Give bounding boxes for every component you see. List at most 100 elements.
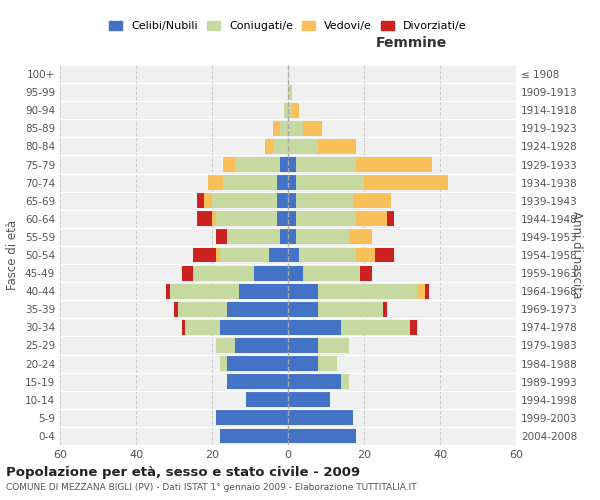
Bar [288, 139, 319, 154]
Bar [349, 230, 371, 244]
Bar [280, 230, 288, 244]
Bar [319, 356, 337, 371]
Bar [319, 139, 356, 154]
Bar [292, 103, 299, 118]
Bar [216, 230, 227, 244]
Bar [288, 194, 296, 208]
Bar [288, 103, 292, 118]
Bar [216, 338, 235, 353]
Bar [227, 230, 280, 244]
Bar [239, 284, 288, 298]
Bar [170, 284, 239, 298]
Bar [227, 374, 288, 389]
Bar [280, 121, 288, 136]
Bar [356, 157, 433, 172]
Y-axis label: Anni di nascita: Anni di nascita [570, 212, 583, 298]
Bar [265, 139, 273, 154]
Bar [288, 392, 330, 407]
Bar [197, 194, 205, 208]
Bar [288, 284, 319, 298]
Bar [353, 194, 391, 208]
Bar [296, 230, 349, 244]
Bar [174, 302, 178, 316]
Bar [216, 410, 288, 426]
Bar [193, 266, 254, 280]
Bar [227, 356, 288, 371]
Bar [288, 320, 341, 335]
Bar [296, 212, 356, 226]
Bar [288, 356, 319, 371]
Bar [288, 302, 319, 316]
Bar [277, 194, 288, 208]
Bar [319, 338, 349, 353]
Bar [288, 157, 296, 172]
Bar [288, 338, 319, 353]
Bar [288, 410, 353, 426]
Bar [387, 212, 394, 226]
Bar [182, 320, 185, 335]
Legend: Celibi/Nubili, Coniugati/e, Vedovi/e, Divorziati/e: Celibi/Nubili, Coniugati/e, Vedovi/e, Di… [106, 18, 470, 34]
Bar [216, 248, 220, 262]
Bar [220, 320, 288, 335]
Bar [288, 121, 303, 136]
Bar [280, 157, 288, 172]
Text: COMUNE DI MEZZANA BIGLI (PV) - Dati ISTAT 1° gennaio 2009 - Elaborazione TUTTITA: COMUNE DI MEZZANA BIGLI (PV) - Dati ISTA… [6, 484, 416, 492]
Bar [208, 175, 223, 190]
Bar [299, 248, 356, 262]
Bar [303, 266, 360, 280]
Bar [288, 266, 303, 280]
Bar [182, 266, 193, 280]
Bar [288, 374, 341, 389]
Bar [296, 175, 364, 190]
Bar [356, 248, 376, 262]
Bar [288, 248, 299, 262]
Bar [223, 157, 235, 172]
Bar [212, 212, 216, 226]
Y-axis label: Fasce di età: Fasce di età [7, 220, 19, 290]
Bar [364, 175, 448, 190]
Bar [410, 320, 417, 335]
Bar [212, 194, 277, 208]
Bar [288, 428, 356, 444]
Bar [356, 212, 387, 226]
Bar [288, 230, 296, 244]
Bar [303, 121, 322, 136]
Bar [319, 302, 383, 316]
Bar [284, 103, 288, 118]
Bar [425, 284, 428, 298]
Bar [269, 248, 288, 262]
Bar [246, 392, 288, 407]
Bar [288, 84, 292, 100]
Bar [376, 248, 394, 262]
Bar [360, 266, 371, 280]
Bar [254, 266, 288, 280]
Bar [185, 320, 220, 335]
Bar [288, 175, 296, 190]
Bar [197, 212, 212, 226]
Bar [205, 194, 212, 208]
Bar [166, 284, 170, 298]
Bar [296, 157, 356, 172]
Text: Femmine: Femmine [376, 36, 447, 50]
Bar [383, 302, 387, 316]
Bar [296, 194, 353, 208]
Bar [417, 284, 425, 298]
Bar [227, 302, 288, 316]
Bar [178, 302, 227, 316]
Bar [277, 212, 288, 226]
Bar [220, 356, 227, 371]
Bar [319, 284, 417, 298]
Bar [235, 157, 280, 172]
Bar [220, 428, 288, 444]
Bar [220, 248, 269, 262]
Bar [273, 121, 280, 136]
Bar [273, 139, 288, 154]
Bar [341, 320, 410, 335]
Bar [216, 212, 277, 226]
Text: Popolazione per età, sesso e stato civile - 2009: Popolazione per età, sesso e stato civil… [6, 466, 360, 479]
Bar [223, 175, 277, 190]
Bar [277, 175, 288, 190]
Bar [235, 338, 288, 353]
Bar [193, 248, 216, 262]
Bar [288, 212, 296, 226]
